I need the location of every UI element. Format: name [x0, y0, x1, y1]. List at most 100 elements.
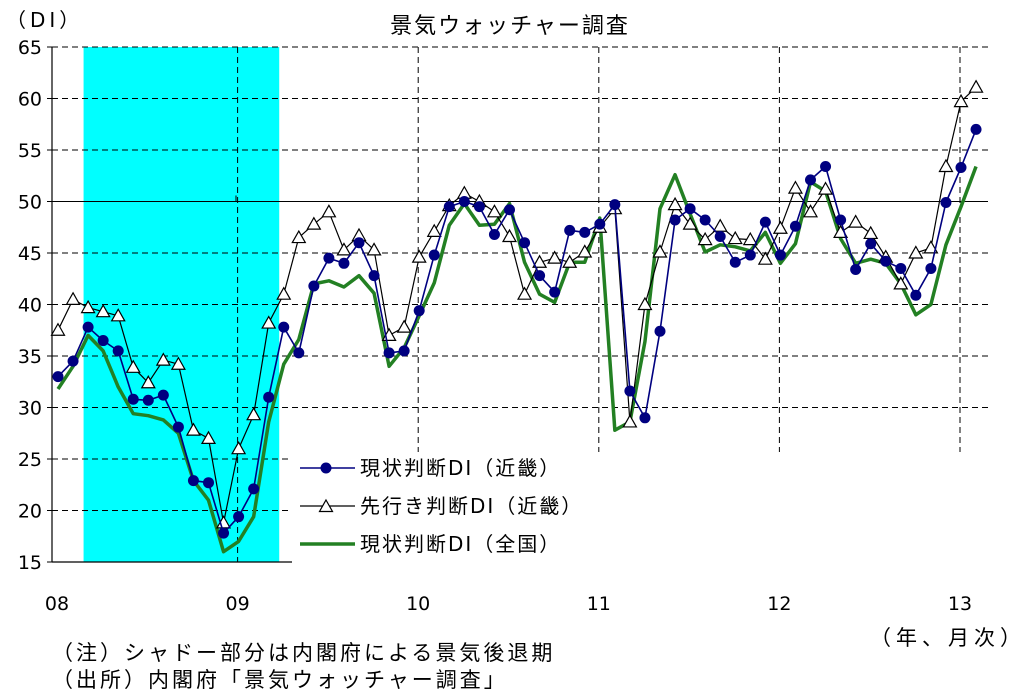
data-point: [338, 257, 350, 269]
data-point: [366, 242, 382, 256]
data-point: [534, 270, 546, 282]
data-point: [697, 231, 713, 246]
data-point: [95, 303, 111, 318]
data-point: [925, 262, 937, 274]
data-point: [684, 203, 696, 215]
data-point: [669, 214, 681, 226]
data-point: [955, 162, 967, 174]
data-point: [67, 355, 79, 367]
x-tick-label: 11: [587, 593, 611, 615]
y-tick-label: 55: [18, 140, 42, 162]
data-point: [594, 218, 606, 230]
y-tick-label: 50: [18, 192, 42, 214]
data-point: [774, 249, 786, 261]
data-point: [744, 249, 756, 261]
data-point: [52, 371, 64, 383]
x-tick-label: 08: [45, 593, 69, 615]
data-point: [863, 225, 879, 240]
data-point: [549, 286, 561, 298]
data-point: [458, 196, 470, 207]
data-point: [624, 385, 636, 397]
data-point: [155, 352, 171, 366]
y-tick-label: 60: [18, 89, 42, 111]
note-shading: （注）シャドー部分は内閣府による景気後退期: [52, 641, 556, 665]
data-point: [517, 286, 533, 300]
data-point: [729, 256, 741, 268]
data-point: [443, 201, 455, 213]
data-point: [486, 204, 502, 218]
data-point: [577, 244, 593, 258]
data-point: [579, 226, 591, 238]
data-point: [519, 237, 531, 249]
data-point: [308, 280, 320, 292]
data-point: [757, 251, 773, 265]
data-point: [880, 255, 892, 267]
data-point: [865, 238, 877, 250]
x-tick-label: 12: [767, 593, 791, 615]
data-point: [293, 347, 305, 359]
data-point: [742, 231, 758, 246]
data-point: [97, 335, 109, 347]
data-point: [172, 421, 184, 433]
data-point: [787, 180, 803, 194]
data-point: [185, 422, 201, 436]
series-0: [52, 123, 982, 539]
legend-entry-national-current: 現状判断DI（全国）: [300, 532, 561, 556]
data-point: [622, 414, 638, 428]
data-point: [953, 93, 969, 108]
x-tick-label: 09: [226, 593, 250, 615]
data-point: [383, 347, 395, 359]
data-point: [233, 511, 245, 523]
y-tick-label: 20: [18, 501, 42, 523]
data-point: [789, 220, 801, 232]
legend-label-national-current: 現状判断DI（全国）: [360, 532, 561, 556]
data-point: [895, 262, 907, 274]
data-point: [562, 254, 578, 268]
data-point: [504, 204, 515, 216]
data-point: [140, 375, 156, 389]
data-point: [639, 412, 651, 424]
legend-marker-circle: [320, 462, 332, 474]
legend-entry-kinki-outlook: 先行き判断DI（近畿）: [300, 494, 581, 518]
data-point: [893, 276, 909, 290]
data-point: [231, 440, 247, 455]
data-point: [321, 204, 337, 218]
data-point: [112, 345, 124, 357]
data-point: [637, 296, 653, 311]
data-point: [908, 245, 924, 259]
data-point: [203, 477, 214, 489]
data-point: [200, 430, 217, 444]
y-tick-label: 30: [18, 398, 42, 420]
data-point: [682, 216, 698, 230]
y-tick-label: 45: [18, 243, 42, 265]
data-point: [714, 231, 726, 243]
data-point: [667, 196, 683, 211]
data-point: [910, 289, 922, 301]
data-point: [835, 214, 847, 226]
data-point: [127, 393, 139, 405]
data-point: [82, 321, 94, 333]
data-point: [80, 299, 96, 314]
data-point: [428, 249, 440, 261]
y-tick-label: 35: [18, 346, 42, 368]
legend-background: [292, 452, 1020, 572]
data-point: [263, 391, 275, 403]
legend-label-kinki-current: 現状判断DI（近畿）: [360, 456, 561, 480]
data-point: [276, 286, 292, 300]
data-point: [501, 228, 518, 243]
data-point: [759, 216, 771, 228]
data-point: [654, 325, 666, 337]
data-point: [157, 389, 169, 401]
data-point: [488, 228, 500, 240]
data-point: [398, 345, 410, 357]
data-point: [65, 291, 81, 305]
data-point: [923, 240, 939, 254]
x-tick-label: 10: [406, 593, 430, 615]
data-point: [473, 201, 485, 213]
data-point: [218, 527, 230, 539]
data-point: [125, 359, 141, 373]
y-tick-label: 25: [18, 449, 42, 471]
y-tick-label: 40: [18, 295, 42, 317]
data-point: [50, 322, 66, 336]
